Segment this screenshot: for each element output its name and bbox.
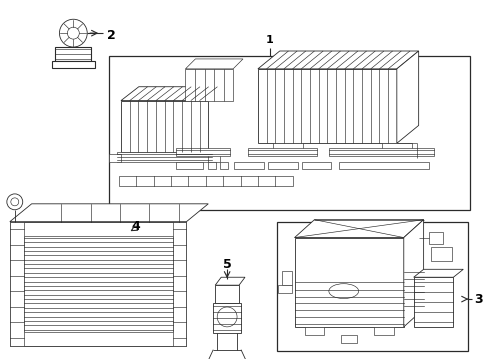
Polygon shape: [258, 51, 418, 69]
Bar: [329, 148, 434, 156]
Bar: [273, 143, 302, 151]
Bar: [374, 327, 394, 335]
Bar: [51, 61, 95, 68]
Bar: [268, 162, 297, 169]
Bar: [175, 148, 230, 156]
Bar: [55, 47, 91, 61]
Text: 1: 1: [266, 35, 274, 45]
Polygon shape: [215, 277, 245, 285]
Bar: [382, 143, 412, 151]
Polygon shape: [10, 204, 208, 222]
Bar: [429, 231, 443, 243]
Polygon shape: [414, 269, 464, 277]
Bar: [215, 285, 239, 303]
Bar: [301, 162, 331, 169]
Bar: [431, 247, 452, 261]
Text: 3: 3: [474, 293, 483, 306]
Bar: [339, 162, 429, 169]
Circle shape: [7, 194, 23, 210]
Bar: [119, 176, 293, 186]
Text: 2: 2: [107, 29, 116, 42]
Bar: [414, 277, 453, 327]
Bar: [121, 100, 208, 152]
Bar: [24, 235, 172, 332]
Bar: [282, 271, 292, 285]
Polygon shape: [294, 220, 424, 238]
Bar: [109, 56, 470, 210]
Bar: [220, 162, 228, 169]
Bar: [305, 327, 324, 335]
Bar: [294, 238, 404, 327]
Bar: [258, 69, 397, 143]
Polygon shape: [121, 87, 226, 100]
Bar: [248, 148, 318, 156]
Polygon shape: [397, 51, 418, 143]
Bar: [117, 152, 212, 162]
Bar: [175, 162, 203, 169]
Bar: [10, 222, 187, 346]
Bar: [278, 285, 292, 293]
Bar: [109, 154, 121, 162]
Bar: [208, 162, 216, 169]
Polygon shape: [404, 220, 424, 327]
Bar: [234, 162, 264, 169]
Polygon shape: [185, 59, 243, 69]
Bar: [208, 154, 220, 162]
Bar: [185, 69, 233, 100]
Bar: [213, 303, 241, 333]
Bar: [172, 222, 187, 346]
Text: 5: 5: [223, 258, 231, 271]
Bar: [277, 222, 468, 351]
Bar: [10, 222, 24, 346]
Bar: [341, 335, 357, 343]
Text: 4: 4: [131, 220, 140, 233]
